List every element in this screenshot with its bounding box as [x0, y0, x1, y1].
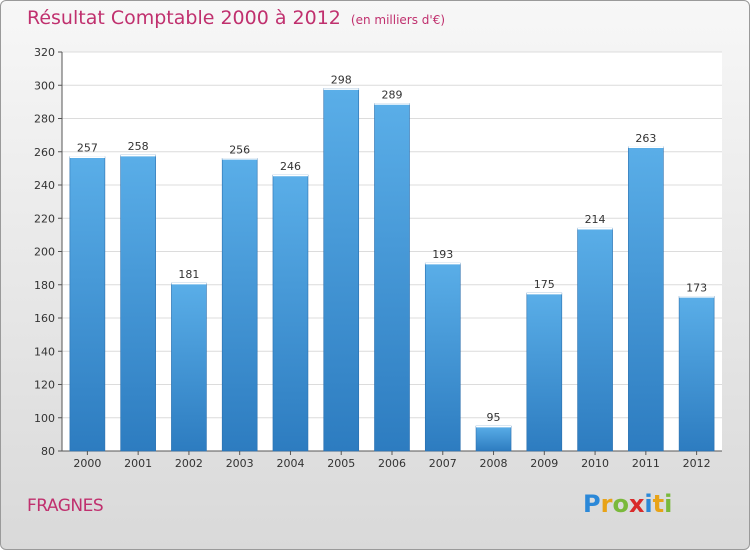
x-tick-label: 2004	[276, 457, 304, 470]
bar-2000[interactable]	[69, 156, 106, 452]
y-tick-label: 180	[34, 279, 55, 292]
bar-2002[interactable]	[171, 282, 207, 452]
bar-2006[interactable]	[374, 103, 410, 452]
y-tick-label: 120	[34, 379, 55, 392]
bar-2008[interactable]	[475, 425, 512, 452]
bar-2003[interactable]	[221, 158, 258, 452]
y-tick-label: 100	[34, 412, 55, 425]
x-tick-label: 2000	[73, 457, 101, 470]
bar-value-label: 173	[686, 281, 707, 294]
chart-subtitle: (en milliers d'€)	[350, 13, 446, 27]
bar-value-label: 298	[331, 74, 352, 87]
y-tick-label: 200	[34, 246, 55, 259]
x-tick-label: 2002	[175, 457, 203, 470]
y-tick-label: 320	[34, 46, 55, 59]
bar-value-label: 246	[280, 160, 301, 173]
chart-title: Résultat Comptable 2000 à 2012 (en millie…	[27, 7, 445, 29]
bar-value-label: 257	[77, 142, 98, 155]
x-tick-label: 2010	[581, 457, 609, 470]
x-tick-label: 2006	[378, 457, 406, 470]
bar-value-label: 263	[635, 132, 656, 145]
bar-value-label: 214	[585, 213, 606, 226]
x-tick-label: 2005	[327, 457, 355, 470]
bar-value-label: 256	[229, 143, 250, 156]
bar-value-label: 193	[432, 248, 453, 261]
bar-2001[interactable]	[120, 154, 156, 452]
proxiti-logo[interactable]: Proxiti	[583, 490, 673, 518]
bar-2005[interactable]	[323, 88, 360, 452]
x-tick-label: 2007	[429, 457, 457, 470]
x-tick-label: 2008	[480, 457, 508, 470]
x-tick-label: 2003	[226, 457, 254, 470]
x-tick-label: 2011	[632, 457, 660, 470]
bar-2009[interactable]	[526, 292, 563, 452]
x-tick-label: 2012	[683, 457, 711, 470]
y-tick-label: 160	[34, 312, 55, 325]
bar-2012[interactable]	[678, 296, 715, 452]
y-tick-label: 80	[41, 445, 55, 458]
bar-value-label: 258	[128, 140, 149, 153]
y-tick-label: 220	[34, 212, 55, 225]
y-tick-label: 280	[34, 113, 55, 126]
x-tick-label: 2009	[530, 457, 558, 470]
bar-value-label: 95	[487, 411, 501, 424]
bar-value-label: 289	[382, 89, 403, 102]
bar-value-label: 175	[534, 278, 555, 291]
bar-2007[interactable]	[424, 262, 461, 452]
bar-2011[interactable]	[628, 146, 664, 452]
bar-value-label: 181	[178, 268, 199, 281]
bar-2010[interactable]	[577, 227, 613, 452]
bar-2004[interactable]	[272, 174, 309, 452]
town-label: FRAGNES	[27, 496, 104, 516]
chart-title-text: Résultat Comptable 2000 à 2012	[27, 7, 341, 29]
y-tick-label: 260	[34, 146, 55, 159]
x-tick-label: 2001	[124, 457, 152, 470]
y-tick-label: 300	[34, 79, 55, 92]
y-tick-label: 140	[34, 345, 55, 358]
y-tick-label: 240	[34, 179, 55, 192]
